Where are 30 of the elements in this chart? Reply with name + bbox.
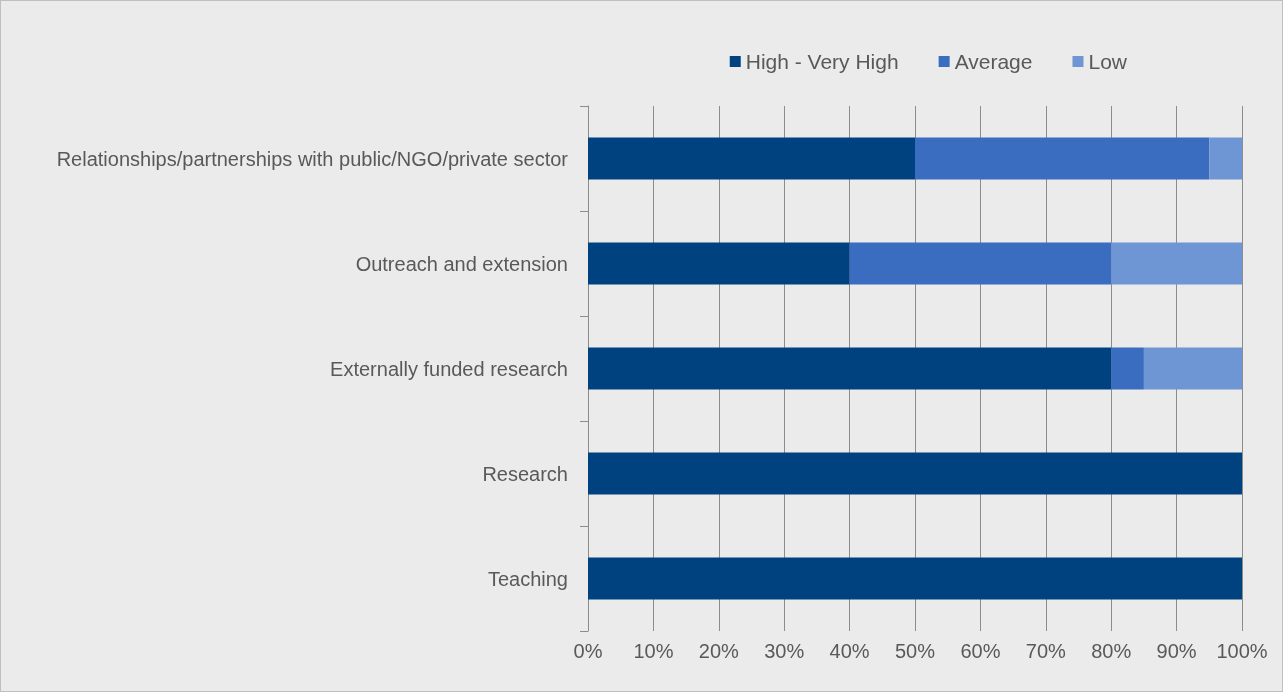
bar: [1209, 137, 1242, 180]
bar: [588, 452, 1242, 495]
x-tick-label: 20%: [698, 640, 740, 662]
x-tick-label: 80%: [1091, 640, 1132, 662]
x-tick-label: 40%: [829, 640, 870, 662]
legend-label: Average: [954, 50, 1033, 73]
bar: [915, 137, 1210, 180]
bar: [588, 557, 1242, 600]
bar: [849, 242, 1112, 285]
y-tick-label: Externally funded research: [330, 357, 568, 380]
bar: [1143, 347, 1242, 390]
bar: [1111, 242, 1242, 285]
y-tick-label: Relationships/partnerships with public/NGO/private sector: [56, 147, 569, 170]
x-tick-label: 90%: [1156, 640, 1197, 662]
x-tick-label: 50%: [894, 640, 936, 662]
x-tick-label: 30%: [764, 640, 805, 662]
x-tick-label: 10%: [633, 640, 674, 662]
legend-label: High - Very High: [745, 50, 899, 73]
x-tick-label: 100%: [1216, 640, 1268, 662]
y-tick-label: Outreach and extension: [355, 252, 568, 275]
bar: [588, 347, 1112, 390]
x-tick-label: 0%: [573, 640, 603, 662]
bar: [588, 242, 850, 285]
y-tick-label: Teaching: [487, 567, 568, 590]
y-tick-label: Research: [482, 462, 568, 485]
x-tick-label: 70%: [1025, 640, 1067, 662]
bar: [588, 137, 915, 180]
bar: [1111, 347, 1144, 390]
legend-label: Low: [1088, 50, 1128, 73]
x-tick-label: 60%: [960, 640, 1001, 662]
